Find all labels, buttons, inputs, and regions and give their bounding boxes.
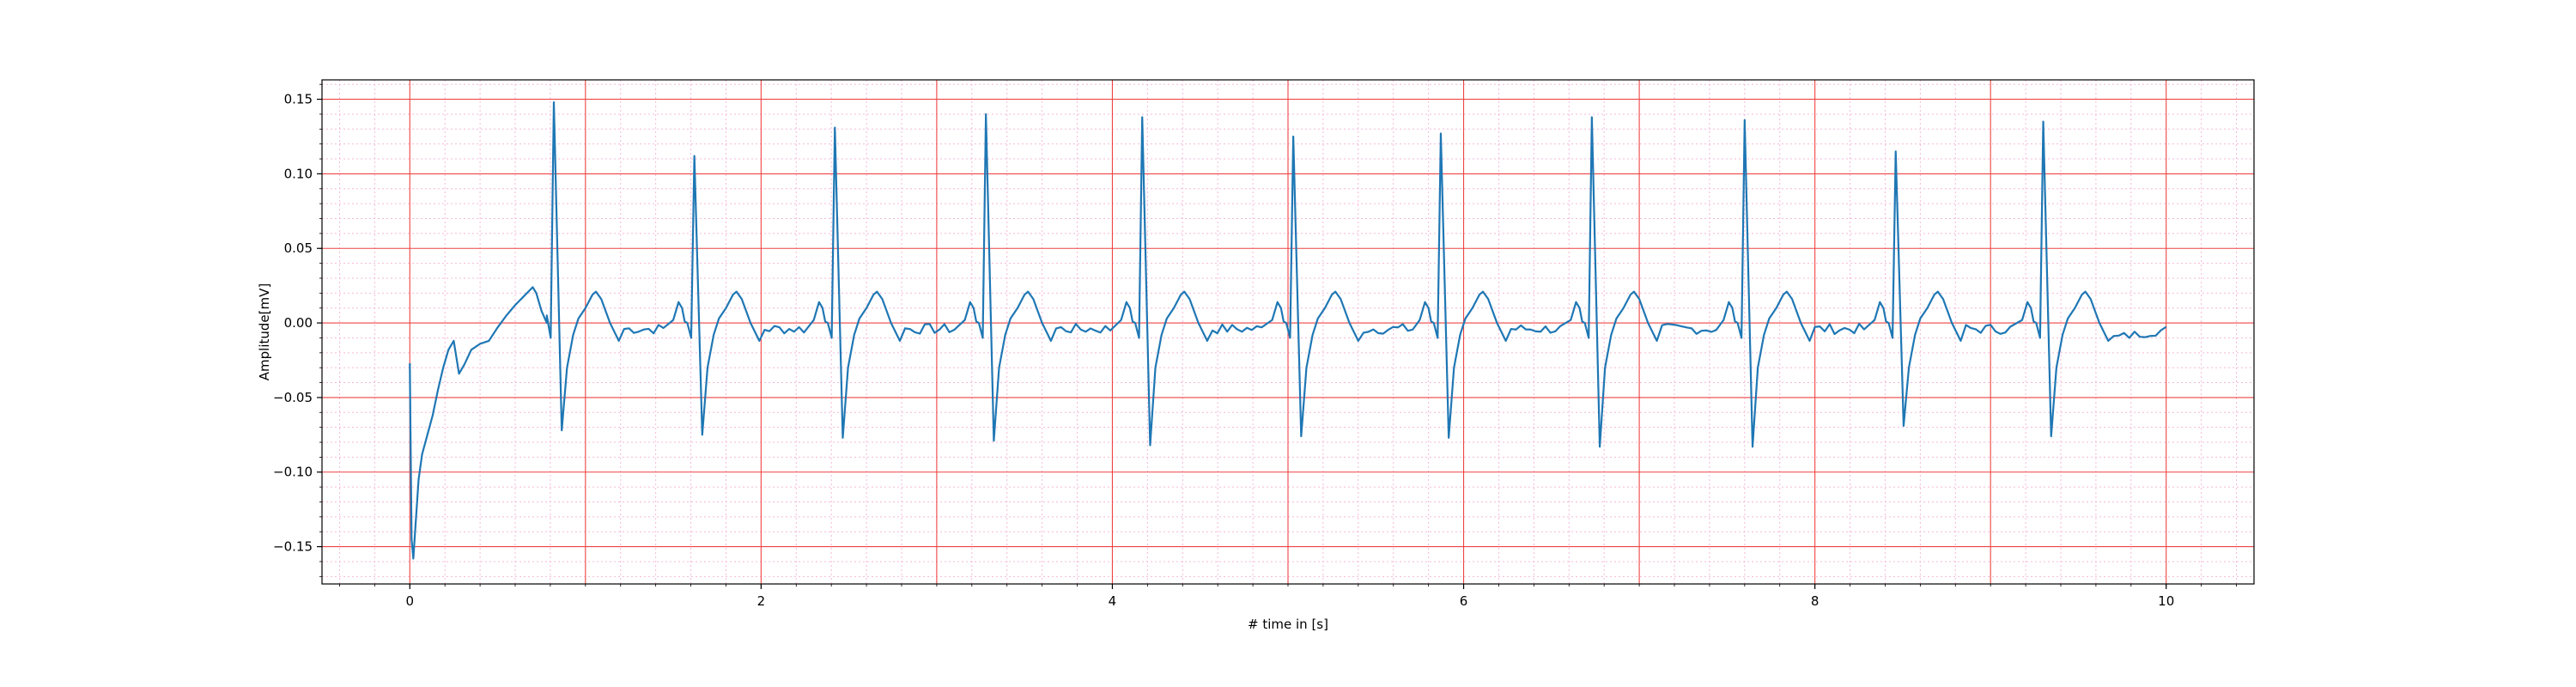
x-tick-label: 0 [405,593,414,609]
x-tick-label: 8 [1811,593,1820,609]
x-tick-label: 6 [1460,593,1468,609]
y-tick-label: 0.05 [284,240,313,256]
y-tick-label: 0.15 [284,92,313,107]
y-tick-label: −0.15 [273,539,313,555]
x-tick-label: 10 [2158,593,2174,609]
x-tick-label: 4 [1109,593,1117,609]
y-tick-label: −0.05 [273,390,313,405]
y-tick-label: −0.10 [273,465,313,480]
y-axis-ticks: −0.15 −0.10 −0.05 0.00 0.05 0.10 0.15 [273,84,322,576]
y-tick-label: 0.00 [284,315,313,331]
x-tick-label: 2 [757,593,766,609]
y-axis-label: Amplitude[mV] [257,283,272,380]
x-axis-ticks: 0 2 4 6 8 10 [339,584,2236,609]
y-tick-label: 0.10 [284,166,313,181]
x-axis-label: # time in [s] [1248,617,1328,632]
